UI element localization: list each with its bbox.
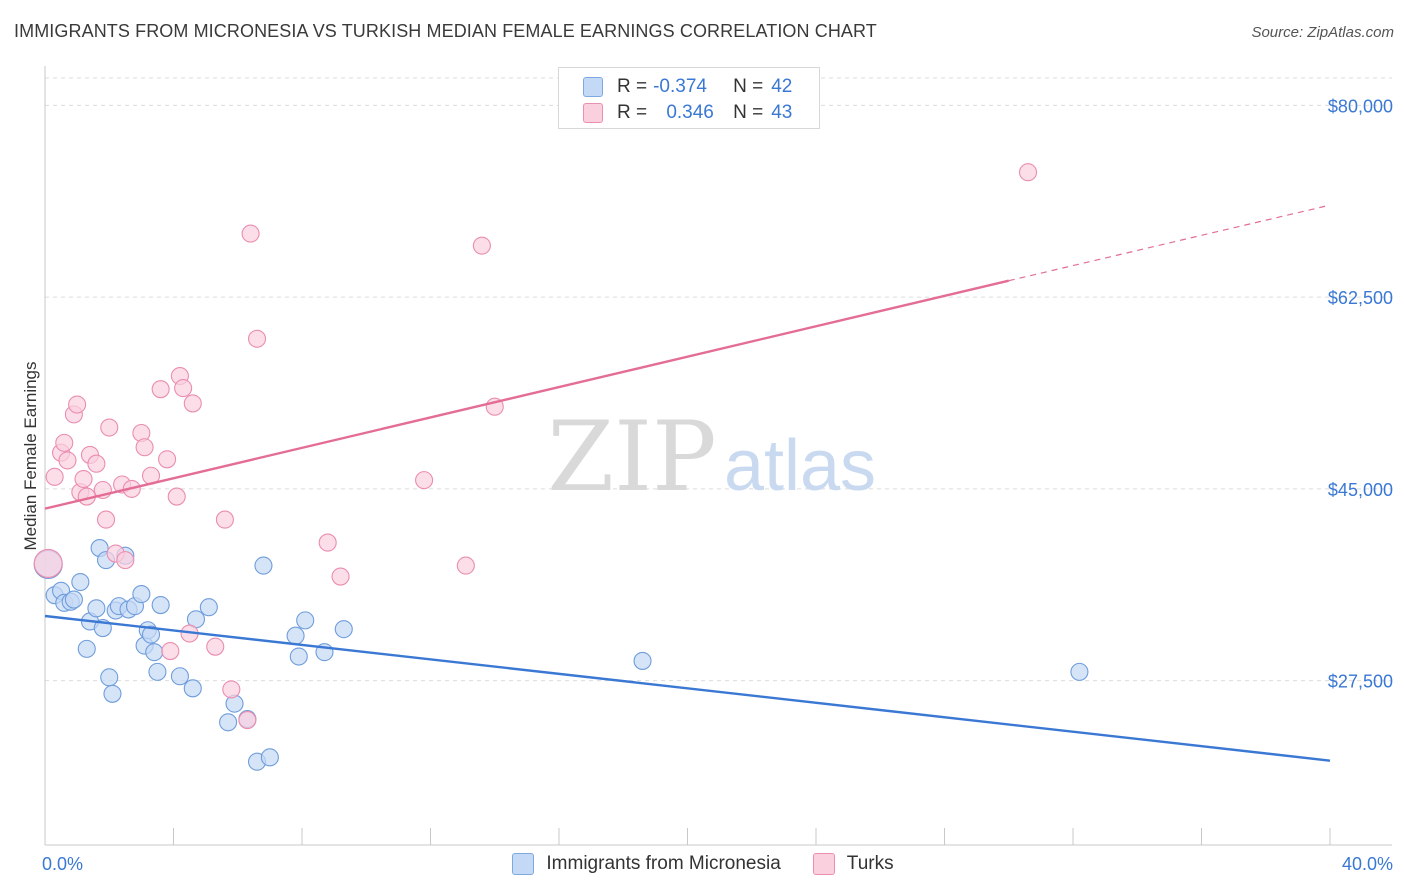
turks-point xyxy=(151,380,170,399)
watermark: ZIP atlas xyxy=(547,401,876,513)
turks-point xyxy=(96,510,116,529)
legend-swatch-turks xyxy=(583,103,603,123)
watermark-zip: ZIP xyxy=(547,401,716,513)
micronesia-point xyxy=(145,643,164,662)
chart-title: IMMIGRANTS FROM MICRONESIA VS TURKISH ME… xyxy=(14,21,877,41)
y-axis-label: Median Female Earnings xyxy=(21,362,40,551)
turks-point xyxy=(222,680,241,699)
legend-item-turks[interactable]: Turks xyxy=(812,853,894,875)
turks-point xyxy=(206,637,225,656)
micronesia-trend-line xyxy=(44,614,1331,762)
correlation-legend: R = -0.374 N = 42 R = 0.346 N = 43 xyxy=(558,67,820,129)
y-tick-label: $62,500 xyxy=(1328,288,1393,308)
tick-labels: $27,500 $45,000 $62,500 $80,000 0.0% 40.0% xyxy=(42,96,1393,874)
turks-point xyxy=(100,418,119,437)
turks-point xyxy=(45,467,64,486)
legend-label-micronesia: Immigrants from Micronesia xyxy=(546,853,781,874)
turks-point xyxy=(1018,163,1038,182)
turks-point xyxy=(183,394,202,413)
trend-lines xyxy=(44,204,1331,762)
legend-swatch-turks xyxy=(812,853,835,875)
y-tick-label: $27,500 xyxy=(1328,672,1393,692)
x-tick-label: 40.0% xyxy=(1342,854,1393,874)
turks-point xyxy=(472,236,491,255)
turks-point xyxy=(331,567,350,586)
turks-point xyxy=(33,548,63,578)
legend-r-label: R = xyxy=(617,76,648,97)
micronesia-point xyxy=(296,611,315,630)
turks-point xyxy=(74,469,93,489)
turks-point xyxy=(241,224,260,243)
axes xyxy=(44,66,1392,846)
legend-r-value: -0.374 xyxy=(653,76,707,97)
micronesia-point xyxy=(183,679,202,698)
x-tick-label: 0.0% xyxy=(42,854,83,874)
legend-n-value: 43 xyxy=(771,102,793,123)
turks-point xyxy=(318,533,337,552)
micronesia-point xyxy=(633,651,652,670)
turks-point xyxy=(161,642,180,661)
micronesia-point xyxy=(132,585,151,604)
micronesia-point xyxy=(260,748,279,767)
legend-swatch-micronesia xyxy=(583,77,603,97)
micronesia-point xyxy=(148,662,167,681)
y-tick-label: $80,000 xyxy=(1328,96,1393,116)
legend-n-label: N = xyxy=(733,102,764,123)
source-label: Source: ZipAtlas.com xyxy=(1251,24,1394,41)
turks-point xyxy=(215,510,234,529)
turks-point xyxy=(58,451,77,470)
micronesia-point xyxy=(64,590,83,609)
legend-r-value: 0.346 xyxy=(666,102,714,123)
turks-point xyxy=(167,487,186,506)
turks-point xyxy=(238,711,257,730)
turks-point xyxy=(135,438,154,457)
data-points xyxy=(33,163,1089,771)
turks-point xyxy=(55,433,74,452)
micronesia-point xyxy=(87,599,106,618)
micronesia-point xyxy=(103,684,122,703)
legend-row-turks: R = 0.346 N = 43 xyxy=(583,101,792,125)
legend-n-value: 42 xyxy=(771,76,793,97)
micronesia-point xyxy=(334,620,353,639)
grid-lines xyxy=(45,77,1392,682)
legend-n-label: N = xyxy=(733,76,764,97)
turks-trend-line xyxy=(44,279,1010,510)
turks-point xyxy=(415,471,434,490)
legend-r-label: R = xyxy=(617,102,648,123)
micronesia-point xyxy=(1070,662,1089,681)
turks-point xyxy=(116,551,135,570)
micronesia-point xyxy=(77,639,96,658)
turks-point xyxy=(87,454,106,473)
watermark-atlas: atlas xyxy=(724,426,876,506)
y-tick-label: $45,000 xyxy=(1328,480,1393,500)
micronesia-point xyxy=(286,626,305,645)
micronesia-point xyxy=(71,572,90,592)
micronesia-point xyxy=(289,647,308,666)
micronesia-point xyxy=(141,625,161,644)
turks-point xyxy=(158,450,177,469)
turks-trend-extension xyxy=(1008,204,1331,282)
legend-row-micronesia: R = -0.374 N = 42 xyxy=(583,75,792,99)
micronesia-point xyxy=(199,598,218,617)
micronesia-point xyxy=(100,668,119,687)
turks-point xyxy=(456,556,475,575)
legend-label-turks: Turks xyxy=(846,853,894,874)
micronesia-point xyxy=(254,556,273,575)
micronesia-point xyxy=(170,667,189,686)
turks-point xyxy=(247,329,267,348)
micronesia-point xyxy=(151,595,170,615)
legend-item-micronesia[interactable]: Immigrants from Micronesia xyxy=(512,853,781,875)
series-legend: Immigrants from Micronesia Turks xyxy=(0,850,1406,878)
turks-point xyxy=(174,379,193,398)
micronesia-point xyxy=(219,713,238,732)
turks-point xyxy=(68,395,87,414)
legend-swatch-micronesia xyxy=(512,853,535,875)
